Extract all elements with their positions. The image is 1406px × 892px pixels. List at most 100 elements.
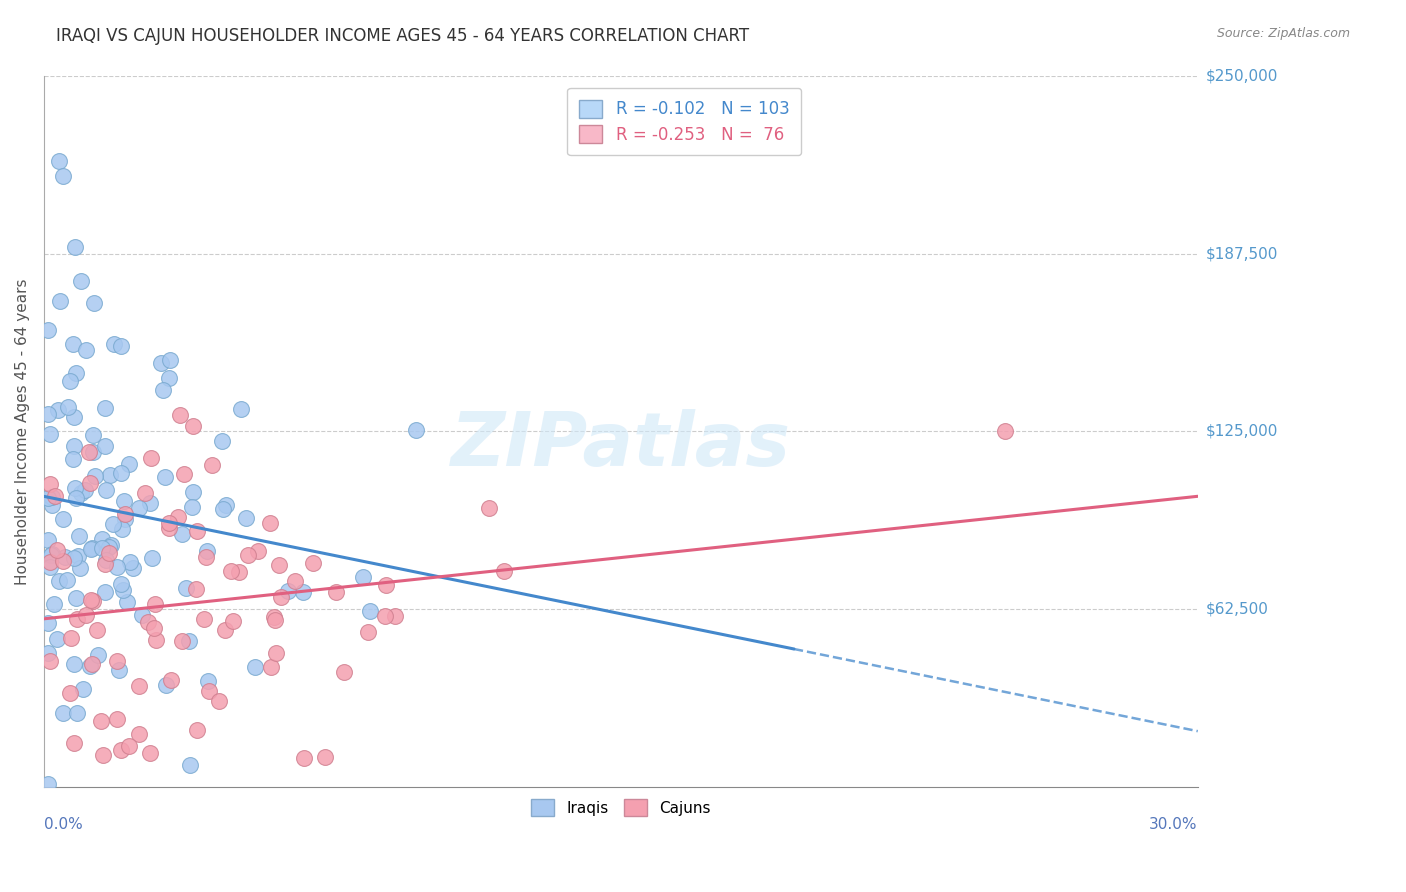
Point bbox=[66, 549, 89, 564]
Point bbox=[177, 634, 200, 648]
Point bbox=[246, 544, 269, 558]
Point bbox=[114, 511, 136, 525]
Point bbox=[292, 584, 315, 599]
Point bbox=[80, 593, 103, 607]
Point bbox=[42, 597, 65, 611]
Point bbox=[208, 694, 231, 708]
Point bbox=[94, 553, 117, 567]
Point bbox=[201, 458, 224, 473]
Point bbox=[143, 597, 166, 611]
Point bbox=[41, 498, 63, 512]
Point bbox=[195, 544, 218, 558]
Point bbox=[325, 584, 347, 599]
Point bbox=[110, 577, 132, 591]
Text: 0.0%: 0.0% bbox=[44, 817, 83, 832]
Point bbox=[112, 494, 135, 508]
Point bbox=[91, 532, 114, 546]
Point bbox=[136, 615, 159, 629]
Point bbox=[65, 366, 87, 380]
Point bbox=[128, 679, 150, 693]
Point bbox=[155, 678, 177, 692]
Point bbox=[38, 555, 60, 569]
Point bbox=[259, 516, 281, 531]
Point bbox=[93, 585, 115, 599]
Point bbox=[45, 632, 67, 646]
Point bbox=[48, 154, 70, 169]
Point bbox=[128, 727, 150, 741]
Point bbox=[37, 646, 59, 660]
Point bbox=[46, 543, 69, 558]
Point bbox=[215, 498, 238, 512]
Point bbox=[41, 490, 63, 504]
Point bbox=[103, 337, 125, 351]
Point bbox=[105, 712, 128, 726]
Point bbox=[38, 426, 60, 441]
Point bbox=[152, 384, 174, 398]
Point bbox=[169, 409, 191, 423]
Point bbox=[97, 540, 120, 554]
Point bbox=[260, 659, 283, 673]
Point bbox=[79, 658, 101, 673]
Point bbox=[121, 561, 143, 575]
Point bbox=[186, 524, 208, 538]
Point bbox=[139, 450, 162, 465]
Point bbox=[59, 374, 82, 388]
Point bbox=[352, 569, 374, 583]
Point bbox=[118, 555, 141, 569]
Point bbox=[118, 457, 141, 471]
Point bbox=[186, 723, 208, 738]
Point bbox=[100, 538, 122, 552]
Point bbox=[69, 486, 91, 500]
Point bbox=[167, 510, 190, 524]
Point bbox=[80, 657, 103, 671]
Point bbox=[374, 608, 396, 623]
Point bbox=[82, 594, 104, 608]
Point bbox=[84, 469, 107, 483]
Point bbox=[37, 777, 59, 791]
Point bbox=[159, 353, 181, 368]
Point bbox=[193, 611, 215, 625]
Point bbox=[478, 501, 501, 516]
Point bbox=[62, 452, 84, 467]
Point bbox=[134, 485, 156, 500]
Point bbox=[82, 427, 104, 442]
Point bbox=[69, 561, 91, 575]
Point bbox=[149, 356, 172, 370]
Point bbox=[58, 400, 80, 414]
Point bbox=[145, 632, 167, 647]
Text: $62,500: $62,500 bbox=[1206, 601, 1270, 616]
Point bbox=[48, 294, 70, 309]
Point bbox=[37, 407, 59, 421]
Point bbox=[108, 663, 131, 677]
Point bbox=[264, 646, 287, 660]
Point bbox=[384, 608, 406, 623]
Point bbox=[263, 610, 285, 624]
Point bbox=[142, 622, 165, 636]
Point bbox=[38, 655, 60, 669]
Point bbox=[292, 751, 315, 765]
Point bbox=[62, 337, 84, 351]
Point bbox=[75, 607, 97, 622]
Point bbox=[212, 502, 235, 516]
Point bbox=[157, 370, 180, 384]
Point bbox=[63, 550, 86, 565]
Point bbox=[105, 654, 128, 668]
Point bbox=[90, 541, 112, 555]
Text: 30.0%: 30.0% bbox=[1149, 817, 1198, 832]
Point bbox=[222, 614, 245, 628]
Point bbox=[94, 439, 117, 453]
Point bbox=[66, 706, 89, 721]
Point bbox=[75, 343, 97, 357]
Point bbox=[101, 516, 124, 531]
Point bbox=[38, 560, 60, 574]
Point bbox=[44, 489, 66, 503]
Point bbox=[139, 496, 162, 510]
Point bbox=[219, 565, 242, 579]
Point bbox=[65, 591, 87, 605]
Point bbox=[181, 418, 204, 433]
Point bbox=[37, 323, 59, 337]
Point bbox=[235, 510, 257, 524]
Point bbox=[90, 714, 112, 728]
Point bbox=[359, 604, 381, 618]
Point bbox=[157, 521, 180, 535]
